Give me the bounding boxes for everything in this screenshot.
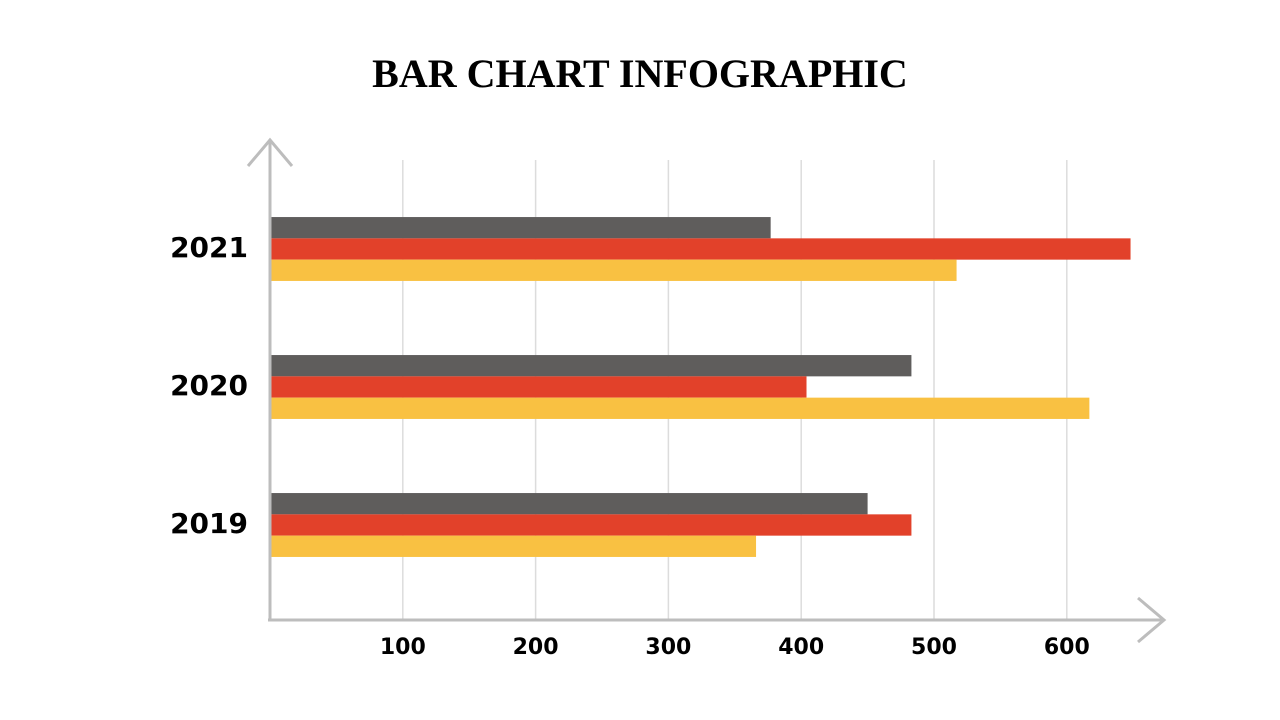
bar — [270, 217, 771, 239]
axes — [246, 137, 1167, 644]
bar — [270, 397, 1090, 419]
x-tick-label: 300 — [645, 635, 691, 660]
bar — [270, 259, 957, 281]
bar — [270, 514, 912, 536]
bar — [270, 355, 912, 377]
x-arrow — [1137, 596, 1167, 644]
chart-title: BAR CHART INFOGRAPHIC — [372, 51, 908, 96]
x-tick-label: 100 — [380, 635, 426, 660]
y-arrow — [246, 137, 294, 167]
bar — [270, 238, 1131, 260]
bars — [270, 217, 1131, 557]
y-tick-label: 2019 — [170, 507, 248, 540]
bar — [270, 493, 868, 515]
y-tick-label: 2020 — [170, 369, 248, 402]
x-tick-label: 200 — [513, 635, 559, 660]
bar — [270, 376, 807, 398]
y-tick-label: 2021 — [170, 231, 248, 264]
x-tick-label: 600 — [1044, 635, 1090, 660]
bar — [270, 535, 757, 557]
x-tick-label: 500 — [911, 635, 957, 660]
x-tick-label: 400 — [778, 635, 824, 660]
